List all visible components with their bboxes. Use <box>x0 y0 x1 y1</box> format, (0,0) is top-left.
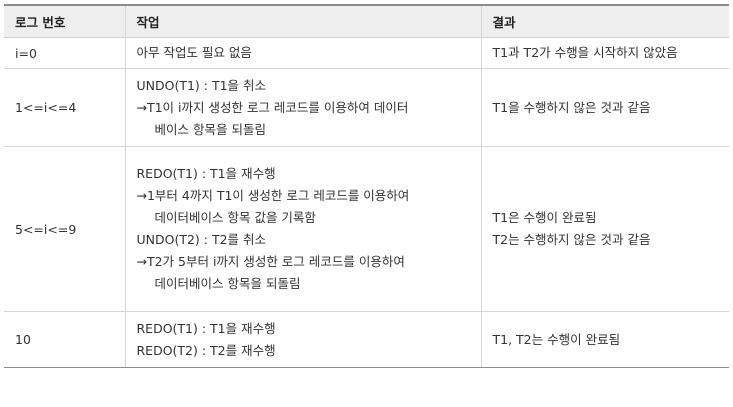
task-cell: REDO(T1) : T1을 재수행 REDO(T2) : T2를 재수행 <box>124 311 481 368</box>
header-result: 결과 <box>480 4 729 38</box>
task-line: 베이스 항목을 되돌림 <box>154 121 266 137</box>
task-line: REDO(T1) : T1을 재수행 <box>136 166 276 181</box>
task-line: →T1이 i까지 생성한 로그 레코드를 이용하여 데이터 <box>136 99 409 115</box>
result-cell: T1과 T2가 수행을 시작하지 않았음 <box>480 37 729 69</box>
task-line: REDO(T2) : T2를 재수행 <box>136 342 276 358</box>
result-line: T1과 T2가 수행을 시작하지 않았음 <box>492 45 678 60</box>
task-cell: UNDO(T1) : T1을 취소 →T1이 i까지 생성한 로그 레코드를 이… <box>124 68 481 147</box>
header-task: 작업 <box>124 4 481 38</box>
result-cell: T1은 수행이 완료됨 T2는 수행하지 않은 것과 같음 <box>480 146 729 312</box>
task-line: →1부터 4까지 T1이 생성한 로그 레코드를 이용하여 <box>136 188 410 203</box>
log-number-cell: 1<=i<=4 <box>4 68 125 147</box>
recovery-table: 로그 번호 작업 결과 i=0 아무 작업도 필요 없음 T1과 T2가 수행을… <box>4 4 729 368</box>
result-line: T2는 수행하지 않은 것과 같음 <box>492 232 651 247</box>
header-row: 로그 번호 작업 결과 <box>4 4 729 38</box>
table-row: 10 REDO(T1) : T1을 재수행 REDO(T2) : T2를 재수행… <box>4 311 729 368</box>
result-cell: T1, T2는 수행이 완료됨 <box>480 311 729 368</box>
table-row: i=0 아무 작업도 필요 없음 T1과 T2가 수행을 시작하지 않았음 <box>4 37 729 69</box>
result-cell: T1을 수행하지 않은 것과 같음 <box>480 68 729 147</box>
task-line: 아무 작업도 필요 없음 <box>136 45 252 60</box>
result-line: T1을 수행하지 않은 것과 같음 <box>492 99 651 115</box>
task-cell: REDO(T1) : T1을 재수행 →1부터 4까지 T1이 생성한 로그 레… <box>124 146 481 312</box>
task-line: 데이터베이스 항목을 되돌림 <box>154 276 301 291</box>
table-row: 1<=i<=4 UNDO(T1) : T1을 취소 →T1이 i까지 생성한 로… <box>4 68 729 147</box>
result-line: T1, T2는 수행이 완료됨 <box>492 331 621 347</box>
log-number-cell: 5<=i<=9 <box>4 146 125 312</box>
task-line: UNDO(T1) : T1을 취소 <box>136 77 267 93</box>
recovery-table-container: 로그 번호 작업 결과 i=0 아무 작업도 필요 없음 T1과 T2가 수행을… <box>4 4 729 368</box>
log-number-cell: 10 <box>4 311 125 368</box>
result-line: T1은 수행이 완료됨 <box>492 210 597 225</box>
task-line: REDO(T1) : T1을 재수행 <box>136 320 276 336</box>
log-number-cell: i=0 <box>4 37 125 69</box>
task-line: 데이터베이스 항목 값을 기록함 <box>154 210 316 225</box>
table-row: 5<=i<=9 REDO(T1) : T1을 재수행 →1부터 4까지 T1이 … <box>4 146 729 312</box>
header-log-number: 로그 번호 <box>4 4 125 38</box>
task-cell: 아무 작업도 필요 없음 <box>124 37 481 69</box>
task-line: →T2가 5부터 i까지 생성한 로그 레코드를 이용하여 <box>136 254 405 269</box>
task-line: UNDO(T2) : T2를 취소 <box>136 232 267 247</box>
